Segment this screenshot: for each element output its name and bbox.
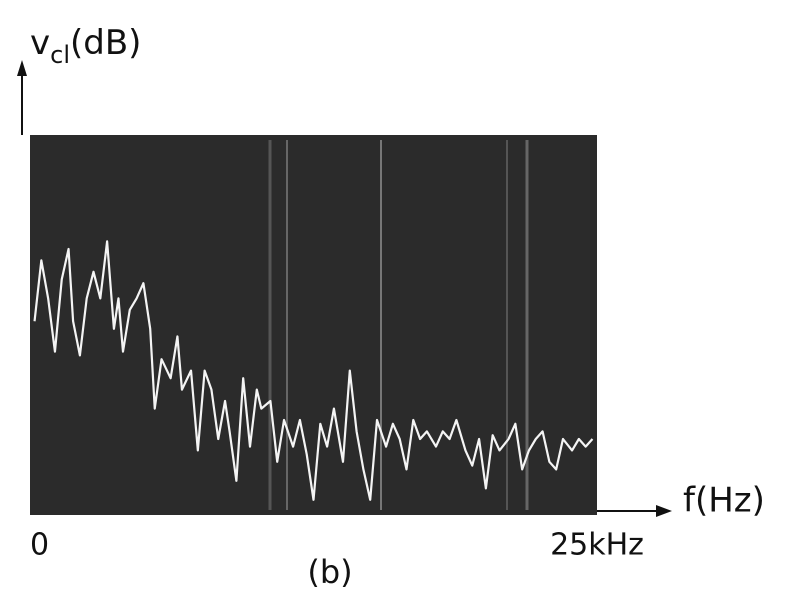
y-label-subscript: cl [50, 41, 70, 69]
x-axis-label: f(Hz) [683, 481, 765, 521]
plot-area [30, 135, 597, 515]
y-axis-label: vcl(dB) [30, 23, 141, 70]
y-arrow-head [17, 60, 27, 76]
background-streaks [268, 140, 529, 510]
spectrum-trace [33, 240, 594, 501]
x-tick-label: 25kHz [550, 528, 644, 563]
y-label-symbol: v [30, 23, 50, 63]
x-arrow-head [656, 505, 672, 517]
x-tick-label: 0 [30, 528, 49, 563]
y-label-unit: (dB) [70, 23, 141, 63]
caption: (b) [307, 553, 352, 591]
